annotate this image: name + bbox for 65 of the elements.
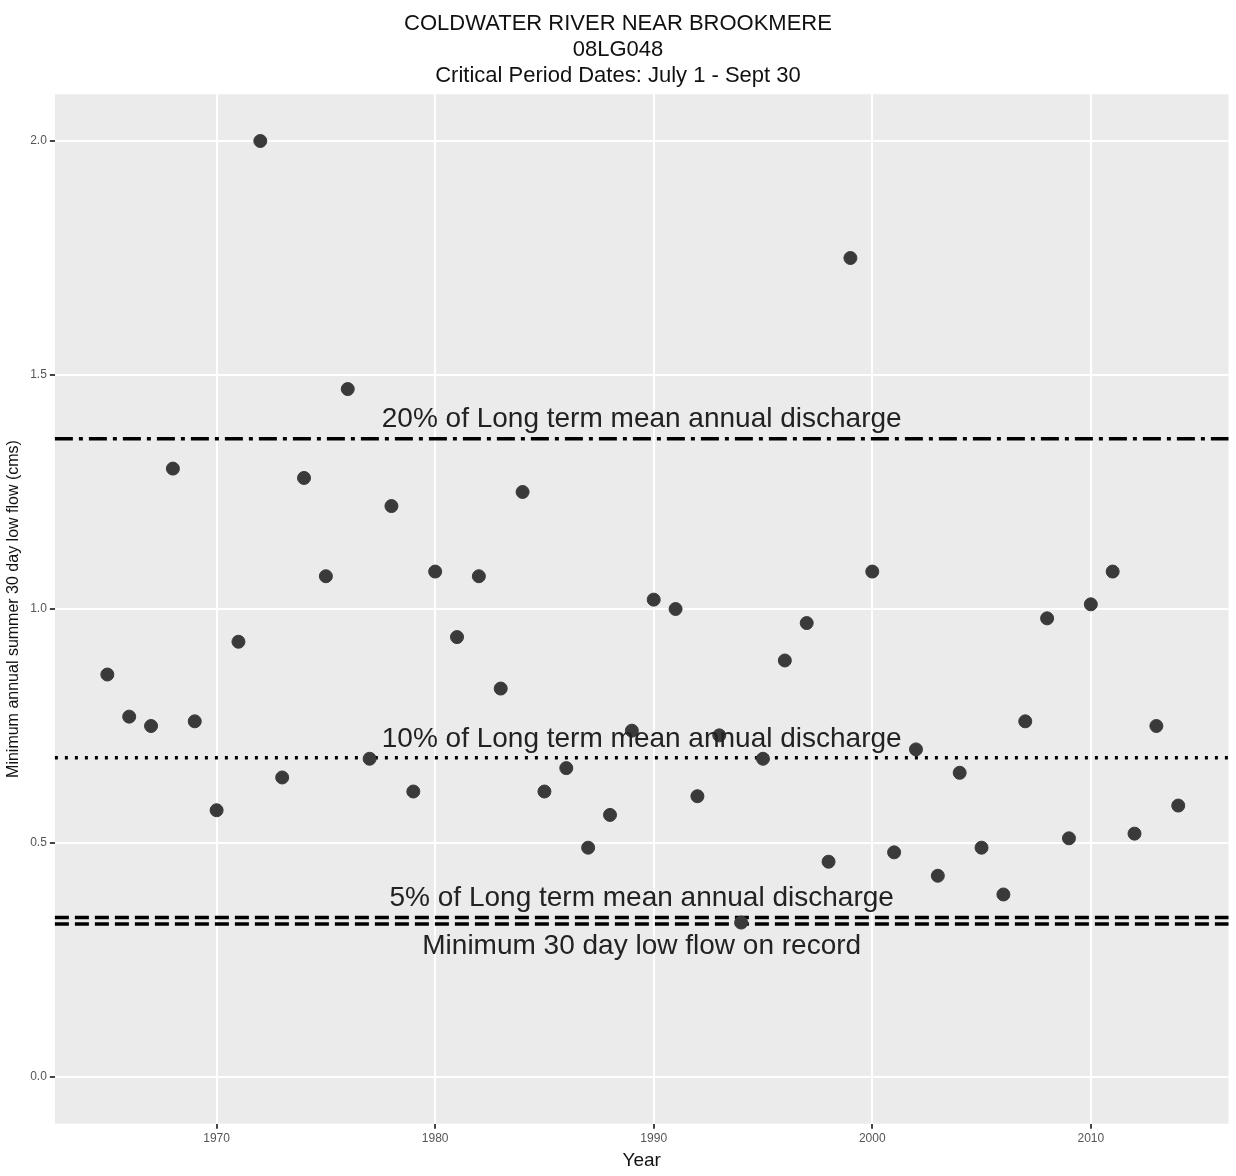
point [471, 569, 486, 584]
point [165, 461, 180, 476]
point [559, 761, 574, 776]
point [362, 751, 377, 766]
x-tick-label: 2010 [1077, 1131, 1105, 1146]
y-tick-label: 0.0 [30, 1069, 48, 1084]
point [1105, 564, 1120, 579]
point [187, 714, 202, 729]
y-tick-label: 1.0 [30, 601, 48, 616]
point [646, 592, 661, 607]
x-axis-title: Year [622, 1148, 662, 1170]
point [734, 915, 749, 930]
point [930, 868, 945, 883]
point [1061, 831, 1076, 846]
x-tick-label: 1990 [640, 1131, 668, 1146]
point [1018, 714, 1033, 729]
point [1149, 719, 1164, 733]
point [122, 709, 137, 724]
point [144, 719, 159, 733]
point [690, 789, 705, 804]
point [821, 854, 836, 869]
point [318, 569, 333, 584]
x-tick-label: 1970 [203, 1131, 231, 1146]
point [581, 840, 596, 855]
point [384, 499, 399, 514]
ref-line-label: 20% of Long term mean annual discharge [381, 402, 902, 434]
y-tick-label: 1.5 [30, 367, 48, 382]
point [428, 564, 443, 579]
point [406, 784, 421, 799]
point [275, 770, 290, 785]
point [865, 564, 880, 579]
point [1040, 611, 1055, 626]
x-tick-label: 2000 [858, 1131, 886, 1146]
y-axis-title: Minimum annual summer 30 day low flow (cms) [4, 440, 22, 778]
point [799, 616, 814, 631]
point [974, 840, 989, 855]
point [340, 382, 355, 397]
point [843, 251, 858, 265]
point [887, 845, 902, 860]
point [952, 765, 967, 780]
y-tick-label: 2.0 [30, 133, 48, 148]
y-tick-label: 0.5 [30, 835, 48, 850]
point [100, 667, 115, 682]
ref-line-label: Minimum 30 day low flow on record [422, 928, 862, 960]
x-tick-label: 1980 [421, 1131, 449, 1146]
point [603, 807, 617, 822]
point [297, 470, 312, 485]
chart-title: COLDWATER RIVER NEAR BROOKMERE [403, 10, 833, 36]
point [996, 887, 1011, 902]
point [668, 602, 683, 616]
point [209, 803, 224, 818]
point [515, 485, 530, 499]
point [1171, 798, 1186, 813]
point [777, 653, 792, 668]
point [1127, 826, 1142, 841]
point [1083, 597, 1098, 612]
ref-line-label: 5% of Long term mean annual discharge [389, 881, 894, 913]
chart-subtitle: 08LG048 Critical Period Dates: July 1 - Sept 30 [434, 36, 802, 88]
point [450, 630, 465, 645]
point [231, 634, 246, 649]
point [908, 742, 923, 757]
point [755, 751, 770, 766]
point [253, 134, 268, 148]
point [493, 681, 508, 696]
point [537, 784, 552, 799]
